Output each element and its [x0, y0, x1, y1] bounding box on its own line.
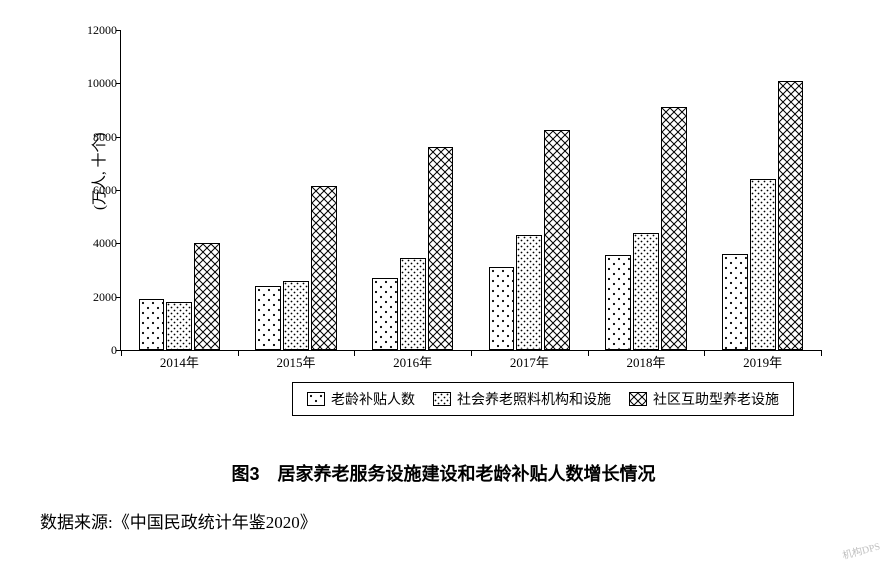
ytick-mark: [116, 297, 121, 298]
legend-label: 老龄补贴人数: [331, 389, 415, 409]
xtick-label: 2015年: [276, 356, 315, 369]
bar-s2: [633, 233, 659, 350]
bar-s3: [311, 186, 337, 350]
xtick-label: 2014年: [160, 356, 199, 369]
ytick-mark: [116, 243, 121, 244]
bar-s1: [372, 278, 398, 350]
data-source: 数据来源:《中国民政统计年鉴2020》: [40, 508, 317, 533]
legend-item: 社区互助型养老设施: [629, 389, 779, 409]
ytick-label: 12000: [75, 24, 117, 36]
xtick-mark: [821, 350, 822, 356]
xtick-mark: [354, 350, 355, 356]
legend-label: 社会养老照料机构和设施: [457, 389, 611, 409]
bar-s1: [605, 255, 631, 350]
bar-s2: [400, 258, 426, 350]
legend-item: 老龄补贴人数: [307, 389, 415, 409]
xtick-label: 2017年: [510, 356, 549, 369]
bar-s3: [428, 147, 454, 350]
legend-swatch-s3: [629, 392, 647, 406]
ytick-mark: [116, 137, 121, 138]
legend-label: 社区互助型养老设施: [653, 389, 779, 409]
bar-s1: [139, 299, 165, 350]
bar-s2: [750, 179, 776, 350]
xtick-mark: [238, 350, 239, 356]
legend-item: 社会养老照料机构和设施: [433, 389, 611, 409]
bar-s1: [255, 286, 281, 350]
bar-s3: [661, 107, 687, 350]
bar-s1: [722, 254, 748, 350]
xtick-mark: [704, 350, 705, 356]
ytick-mark: [116, 30, 121, 31]
bar-s3: [544, 130, 570, 350]
bar-s3: [194, 243, 220, 350]
ytick-label: 2000: [75, 291, 117, 303]
legend-swatch-s1: [307, 392, 325, 406]
ytick-label: 4000: [75, 237, 117, 249]
xtick-label: 2019年: [743, 356, 782, 369]
xtick-label: 2016年: [393, 356, 432, 369]
page: (万人, 十个) 0200040006000800010000120002014…: [0, 0, 887, 558]
legend: 老龄补贴人数 社会养老照料机构和设施 社区互助型养老设施: [292, 382, 794, 416]
xtick-mark: [471, 350, 472, 356]
ytick-label: 8000: [75, 131, 117, 143]
ytick-label: 0: [75, 344, 117, 356]
xtick-mark: [121, 350, 122, 356]
bar-s2: [283, 281, 309, 350]
xtick-mark: [588, 350, 589, 356]
watermark: 机构DPS: [840, 538, 881, 562]
figure-caption: 图3 居家养老服务设施建设和老龄补贴人数增长情况: [0, 460, 887, 486]
plot-area: 0200040006000800010000120002014年2015年201…: [120, 30, 821, 351]
ytick-mark: [116, 83, 121, 84]
ytick-mark: [116, 190, 121, 191]
ytick-label: 6000: [75, 184, 117, 196]
bar-s2: [166, 302, 192, 350]
y-axis-label: (万人, 十个): [88, 133, 109, 211]
bar-s2: [516, 235, 542, 350]
ytick-label: 10000: [75, 77, 117, 89]
chart-area: (万人, 十个) 0200040006000800010000120002014…: [60, 20, 840, 400]
bar-s1: [489, 267, 515, 350]
bar-s3: [778, 81, 804, 350]
legend-swatch-s2: [433, 392, 451, 406]
xtick-label: 2018年: [626, 356, 665, 369]
